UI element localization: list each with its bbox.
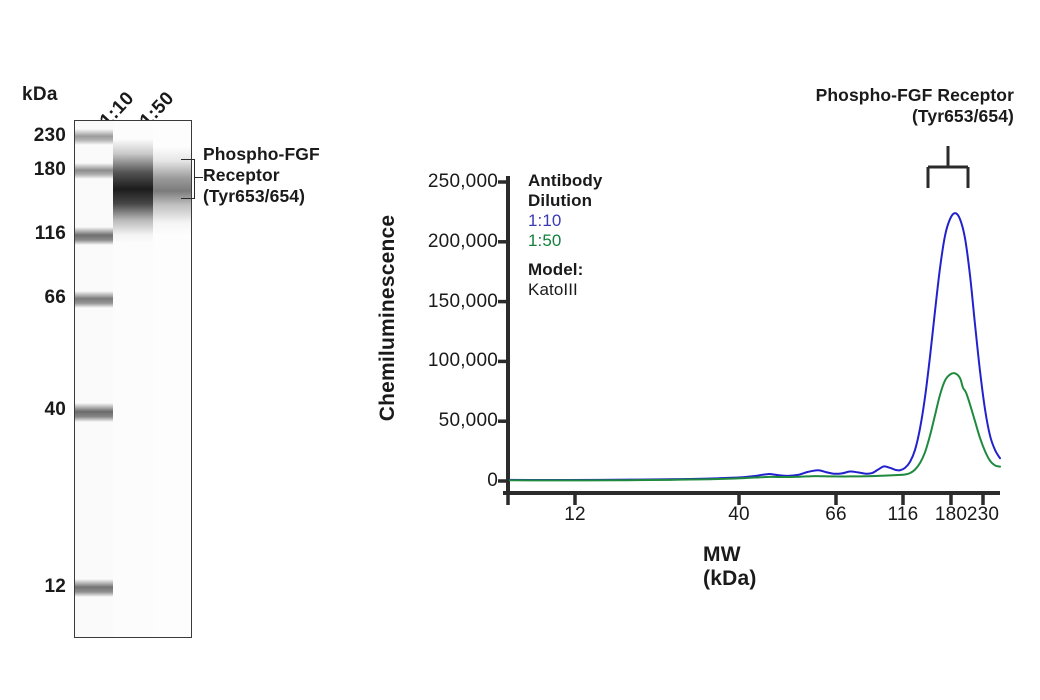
lane-molecular-weight-marker xyxy=(75,121,113,637)
blot-bracket-pointer xyxy=(194,177,203,178)
chart-annotation-line-2: (Tyr653/654) xyxy=(911,106,1014,126)
lane-sample-1-50 xyxy=(153,121,191,637)
marker-band-40 xyxy=(75,403,113,422)
chart-target-annotation: Phospho-FGF Receptor (Tyr653/654) xyxy=(762,85,1014,127)
blot-annotation-line-1: Phospho-FGF xyxy=(203,144,320,164)
marker-band-180 xyxy=(75,163,113,179)
mw-label-66: 66 xyxy=(44,287,66,308)
western-blot-panel: kDa 1:10 1:50 230 180 116 66 40 12 Phospho-FG… xyxy=(0,0,370,700)
kda-header-label: kDa xyxy=(22,84,58,105)
blot-target-bracket xyxy=(181,159,195,199)
series-line-1-50 xyxy=(509,372,1001,482)
mw-label-230: 230 xyxy=(33,125,66,146)
x-tick-label-116: 116 xyxy=(887,504,919,525)
mw-label-12: 12 xyxy=(44,576,66,597)
legend-item-1-10: 1:10 xyxy=(528,211,562,230)
x-tick-label-180: 180 xyxy=(934,504,968,525)
legend-title: Antibody Dilution xyxy=(528,171,603,210)
legend-model-title: Model: xyxy=(528,260,584,279)
chart-target-bracket xyxy=(926,146,970,188)
legend-item-1-50: 1:50 xyxy=(528,231,562,250)
chart-legend: Antibody Dilution 1:10 1:50 Model: KatoI… xyxy=(528,171,602,300)
marker-band-230 xyxy=(75,129,113,145)
y-tick-label-200000: 200,000 xyxy=(427,230,498,252)
mw-label-116: 116 xyxy=(34,223,66,244)
x-axis-title: MW (kDa) xyxy=(703,543,757,590)
x-tick-label-12: 12 xyxy=(564,504,586,525)
y-tick-label-50000: 50,000 xyxy=(438,410,498,432)
y-tick-label-250000: 250,000 xyxy=(427,171,498,192)
mw-label-40: 40 xyxy=(44,399,66,420)
y-tick-label-150000: 150,000 xyxy=(427,290,498,312)
marker-band-116 xyxy=(75,227,113,245)
protein-band-1-10 xyxy=(113,139,153,243)
lane-sample-1-10 xyxy=(113,121,153,637)
protein-band-1-50 xyxy=(153,147,191,235)
chart-annotation-line-1: Phospho-FGF Receptor xyxy=(815,85,1014,105)
x-tick-label-40: 40 xyxy=(728,504,750,525)
blot-image xyxy=(74,120,192,638)
mw-label-180: 180 xyxy=(33,159,66,180)
marker-band-12 xyxy=(75,579,113,597)
blot-annotation-line-2: Receptor xyxy=(203,165,280,185)
legend-model-value: KatoIII xyxy=(528,280,578,299)
blot-target-annotation: Phospho-FGF Receptor (Tyr653/654) xyxy=(203,144,363,207)
y-tick-label-100000: 100,000 xyxy=(427,350,498,372)
marker-band-66 xyxy=(75,291,113,308)
y-tick-label-0: 0 xyxy=(487,470,498,491)
x-tick-label-230: 230 xyxy=(966,504,1000,525)
blot-annotation-line-3: (Tyr653/654) xyxy=(203,186,306,206)
y-axis-tick-labels: 0 50,000 100,000 150,000 200,000 250,000 xyxy=(400,0,498,700)
x-tick-label-66: 66 xyxy=(825,504,847,525)
